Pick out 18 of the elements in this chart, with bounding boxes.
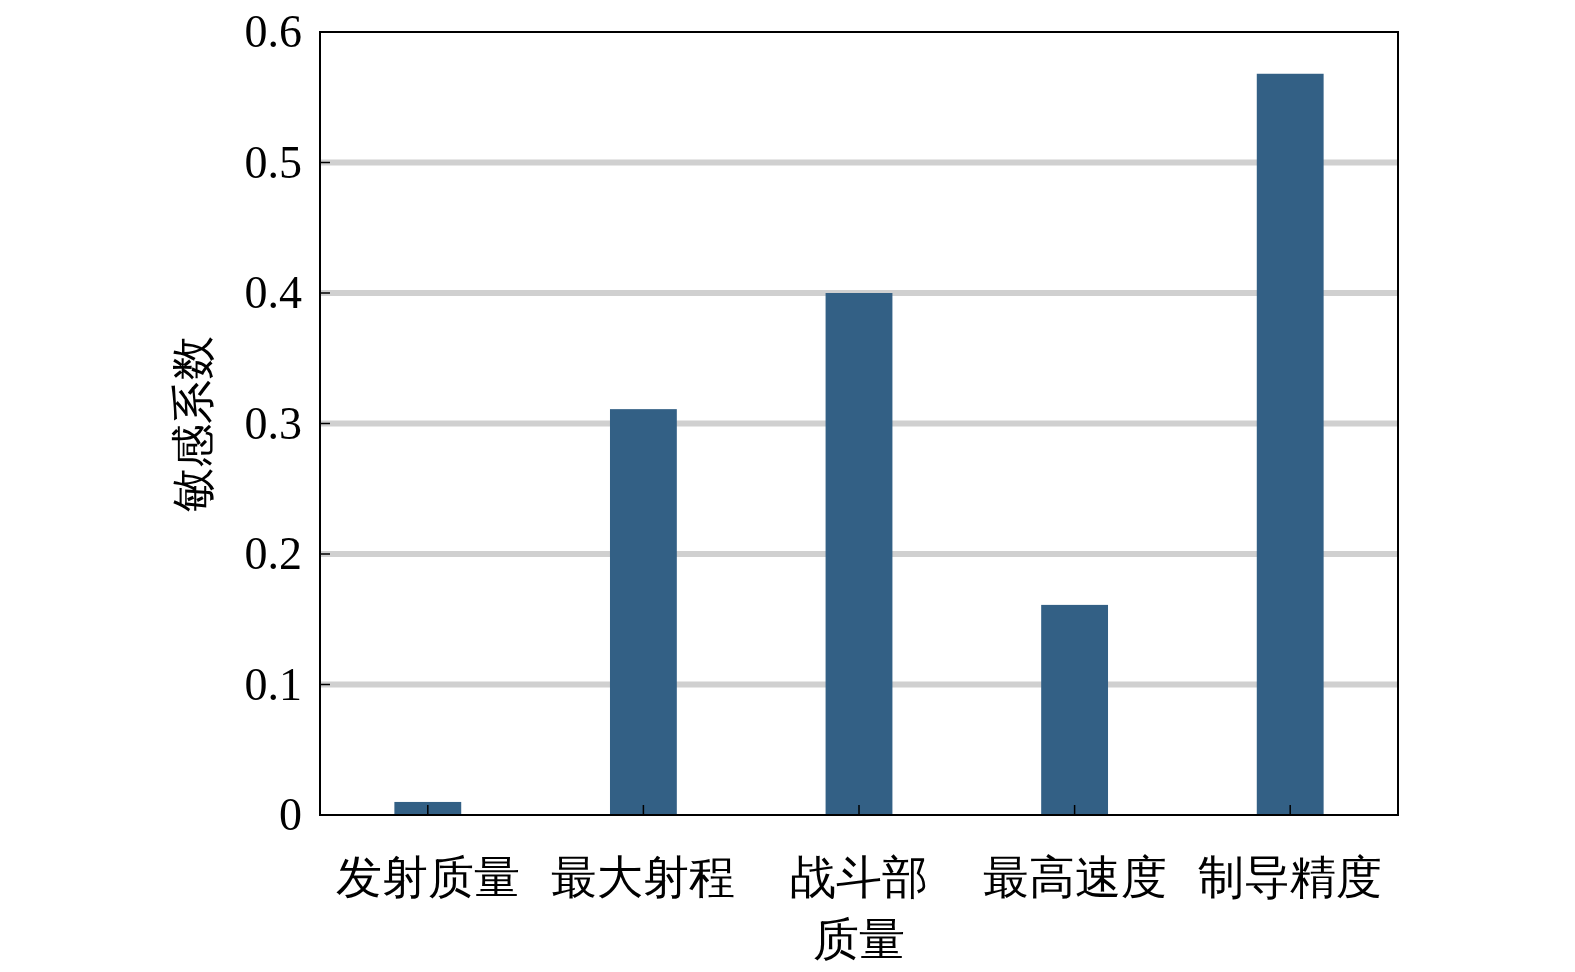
y-tick-label: 0	[279, 789, 302, 840]
y-tick-label: 0.2	[244, 528, 302, 579]
y-tick-label: 0.6	[244, 6, 302, 57]
y-tick-label: 0.5	[244, 136, 302, 188]
x-tick-label: 最大射程	[551, 852, 736, 903]
bar	[609, 409, 677, 815]
x-tick-label: 最高速度	[982, 852, 1167, 903]
x-tick-label: 发射质量	[335, 852, 520, 903]
bar	[1256, 73, 1324, 815]
y-tick-label: 0.4	[244, 267, 302, 318]
y-tick-label: 0.3	[244, 397, 302, 449]
y-axis-title: 敏感系数	[169, 335, 218, 512]
bar	[825, 293, 893, 815]
x-tick-label: 战斗部质量	[790, 852, 928, 965]
bar	[1041, 604, 1109, 815]
x-tick-label: 制导精度	[1198, 852, 1383, 903]
y-tick-label: 0.1	[244, 658, 302, 710]
bar	[394, 801, 462, 815]
